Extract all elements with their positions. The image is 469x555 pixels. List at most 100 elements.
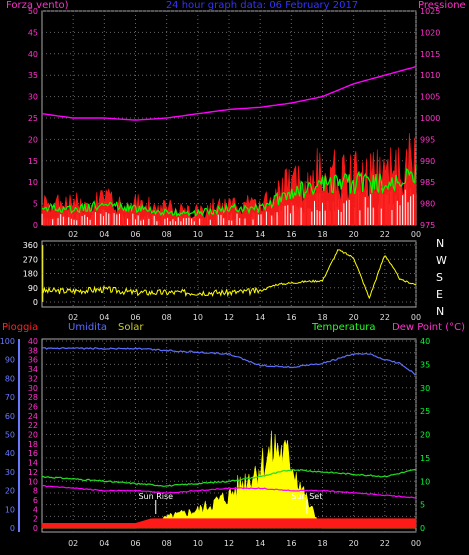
y-pioggia-tick: 2: [33, 515, 38, 524]
dewpoint-label: Dew Point (°C): [392, 322, 465, 333]
x-tick: 12: [224, 230, 234, 239]
x-tick: 04: [99, 539, 109, 548]
x-tick: 14: [255, 539, 265, 548]
y-temp-tick: 30: [420, 384, 430, 393]
y-pioggia-tick: 22: [28, 421, 38, 430]
x-tick: 14: [255, 230, 265, 239]
y-right-tick: 980: [420, 200, 435, 209]
compass-label: W: [436, 254, 447, 267]
y-umidita-tick: 60: [5, 412, 15, 421]
y-left-tick: 15: [28, 157, 38, 166]
y-temp-tick: 40: [420, 337, 430, 346]
wind-gust-area: [41, 133, 417, 226]
y-right-tick: 1015: [420, 50, 440, 59]
y-left-tick: 30: [28, 93, 38, 102]
y-pioggia-tick: 8: [33, 487, 38, 496]
x-tick: 06: [130, 230, 140, 239]
x-tick: 00: [411, 230, 421, 239]
x-tick: 12: [224, 539, 234, 548]
y-right-tick: 975: [420, 221, 435, 230]
pressure-line: [41, 65, 417, 121]
header-right-label: Pressione: [418, 0, 466, 11]
y-pioggia-tick: 26: [28, 402, 38, 411]
compass-label: N: [436, 237, 444, 250]
x-tick: 10: [193, 539, 203, 548]
y-temp-tick: 0: [420, 524, 425, 533]
sunrise-label: Sun Rise: [138, 492, 173, 501]
y-umidita-tick: 100: [0, 337, 15, 346]
y-temp-tick: 15: [420, 454, 430, 463]
chart-title: 24 hour graph data: 06 February 2017: [166, 0, 358, 11]
x-tick: 08: [162, 313, 172, 322]
y-temp-tick: 25: [420, 407, 430, 416]
y-dir-tick: 90: [28, 284, 38, 293]
x-tick: 04: [99, 230, 109, 239]
y-pioggia-tick: 14: [28, 459, 38, 468]
x-tick: 02: [68, 230, 78, 239]
y-right-tick: 985: [420, 178, 435, 187]
x-tick: 10: [193, 230, 203, 239]
pioggia-label: Pioggia: [2, 322, 38, 333]
x-tick: 10: [193, 313, 203, 322]
x-tick: 06: [130, 313, 140, 322]
y-right-tick: 1005: [420, 93, 440, 102]
y-umidita-tick: 10: [5, 505, 15, 514]
x-tick: 06: [130, 539, 140, 548]
x-tick: 16: [286, 313, 296, 322]
y-temp-tick: 20: [420, 431, 430, 440]
y-left-tick: 50: [28, 7, 38, 16]
y-umidita-tick: 30: [5, 468, 15, 477]
x-tick: 22: [380, 230, 390, 239]
y-left-tick: 40: [28, 50, 38, 59]
y-dir-tick: 180: [23, 270, 38, 279]
y-right-tick: 1000: [420, 114, 440, 123]
y-pioggia-tick: 32: [28, 374, 38, 383]
y-right-tick: 1010: [420, 71, 440, 80]
x-tick: 08: [162, 230, 172, 239]
umidita-label: Umidita: [68, 322, 107, 333]
rain-area: [41, 518, 417, 529]
y-pioggia-tick: 28: [28, 393, 38, 402]
temperature-line: [42, 468, 417, 487]
compass-label: E: [436, 288, 443, 301]
x-tick: 02: [68, 313, 78, 322]
y-temp-tick: 10: [420, 477, 430, 486]
compass-label: N: [436, 305, 444, 318]
y-dir-tick: 360: [23, 241, 38, 250]
y-pioggia-tick: 12: [28, 468, 38, 477]
x-tick: 18: [317, 313, 327, 322]
y-pioggia-tick: 0: [33, 524, 38, 533]
y-umidita-tick: 80: [5, 374, 15, 383]
x-tick: 20: [349, 230, 359, 239]
y-pioggia-tick: 34: [28, 365, 38, 374]
x-tick: 12: [224, 313, 234, 322]
x-tick: 18: [317, 230, 327, 239]
x-tick: 22: [380, 539, 390, 548]
solar-label: Solar: [118, 322, 144, 333]
y-pioggia-tick: 40: [28, 337, 38, 346]
y-left-tick: 0: [33, 221, 38, 230]
y-left-tick: 25: [28, 114, 38, 123]
y-pioggia-tick: 24: [28, 412, 38, 421]
y-pioggia-tick: 16: [28, 449, 38, 458]
y-pioggia-tick: 10: [28, 477, 38, 486]
x-tick: 20: [349, 539, 359, 548]
y-left-tick: 5: [33, 200, 38, 209]
y-temp-tick: 35: [420, 360, 430, 369]
y-pioggia-tick: 4: [33, 505, 38, 514]
y-pioggia-tick: 30: [28, 384, 38, 393]
y-umidita-tick: 40: [5, 449, 15, 458]
y-left-tick: 35: [28, 71, 38, 80]
x-tick: 00: [411, 539, 421, 548]
x-tick: 20: [349, 313, 359, 322]
x-tick: 04: [99, 313, 109, 322]
y-umidita-tick: 0: [10, 524, 15, 533]
sunset-label: Sun Set: [291, 492, 322, 501]
y-umidita-tick: 50: [5, 431, 15, 440]
y-umidita-tick: 90: [5, 356, 15, 365]
x-tick: 18: [317, 539, 327, 548]
y-pioggia-tick: 6: [33, 496, 38, 505]
y-left-tick: 45: [28, 28, 38, 37]
humidity-line: [42, 347, 417, 376]
